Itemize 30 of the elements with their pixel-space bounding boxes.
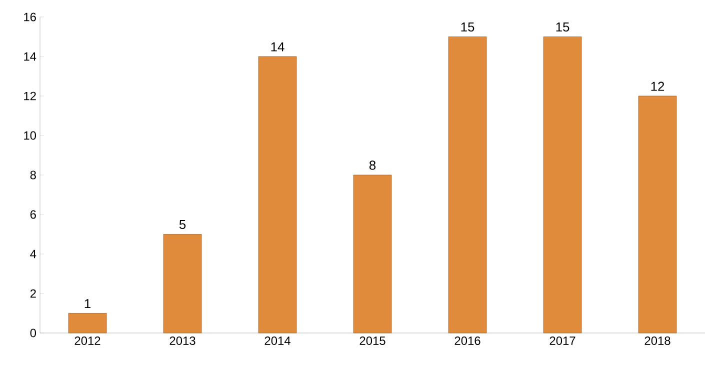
y-tick-label: 10: [24, 131, 36, 140]
y-tick-label: 0: [30, 328, 36, 338]
data-label: 5: [179, 220, 186, 230]
y-tick-label: 4: [30, 250, 36, 258]
data-label: 15: [556, 22, 570, 32]
x-tick-label: 2012: [74, 336, 100, 345]
y-tick-label: 14: [24, 52, 36, 61]
x-tick-label: 2017: [550, 336, 576, 345]
y-tick-label: 6: [30, 210, 36, 219]
y-tick-label: 8: [30, 170, 36, 180]
y-tick-label: 16: [24, 12, 36, 22]
y-tick-label: 2: [30, 289, 36, 298]
data-label: 14: [271, 42, 284, 52]
x-tick-label: 2014: [264, 336, 290, 345]
bar: [353, 174, 392, 334]
data-label: 1: [84, 299, 90, 308]
y-tick-label: 12: [24, 92, 36, 100]
x-tick-label: 2015: [360, 336, 386, 345]
bar: [448, 36, 487, 334]
bar: [543, 36, 582, 334]
data-label: 15: [461, 22, 474, 32]
bar: [163, 234, 202, 334]
bar: [638, 96, 677, 334]
data-label: 8: [369, 160, 376, 170]
x-tick-label: 2013: [170, 336, 196, 345]
bar: [68, 313, 107, 334]
x-tick-label: 2018: [644, 336, 670, 345]
x-tick-label: 2016: [454, 336, 480, 345]
bar: [258, 56, 297, 334]
data-label: 12: [651, 82, 664, 91]
